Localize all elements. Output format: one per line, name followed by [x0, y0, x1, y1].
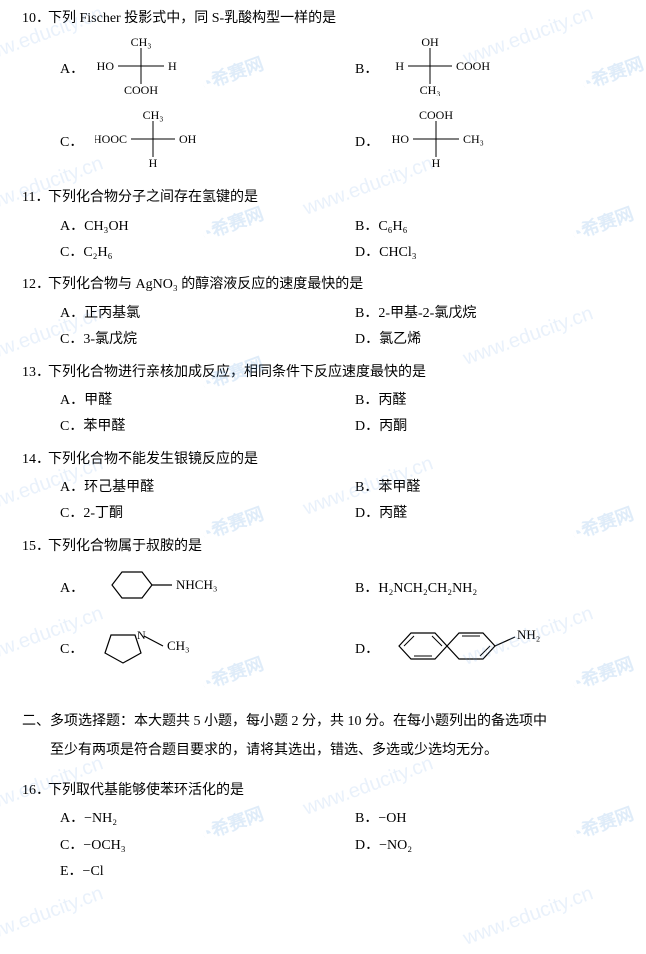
option-a: A．环己基甲醛	[60, 477, 355, 499]
svg-text:OH: OH	[179, 132, 197, 146]
option-d-label: D．	[355, 132, 379, 154]
option-d: D．氯乙烯	[355, 329, 624, 351]
q-text: 下列 Fischer 投影式中，同 S-乳酸构型一样的是	[48, 11, 336, 26]
option-a: A．−NH₂	[60, 808, 355, 830]
option-b: B．2-甲基-2-氯戊烷	[355, 303, 624, 325]
structure-a: NHCH₃	[94, 564, 234, 614]
section-line1: 二、多项选择题：本大题共 5 小题，每小题 2 分，共 10 分。在每小题列出的…	[22, 707, 624, 736]
option-d: D．CHCl₃	[355, 242, 624, 264]
option-c: C．3-氯戊烷	[60, 329, 355, 351]
svg-text:CH₃: CH₃	[143, 109, 164, 122]
q-text: 下列化合物进行亲核加成反应，相同条件下反应速度最快的是	[48, 365, 426, 380]
svg-text:N: N	[137, 628, 146, 642]
svg-text:CH₃: CH₃	[131, 36, 152, 49]
fischer-c: CH₃ HOOC OH H	[95, 109, 205, 177]
fischer-b: OH H COOH CH₃	[390, 36, 490, 104]
q-number: 11．	[22, 187, 48, 209]
structure-d: NH₂	[389, 623, 559, 677]
structure-c: N CH₃	[93, 625, 213, 675]
svg-text:COOH: COOH	[419, 109, 453, 122]
option-d: D．丙酮	[355, 416, 624, 438]
option-a-label: A．	[60, 578, 84, 600]
option-d: D．丙醛	[355, 503, 624, 525]
svg-text:CH₃: CH₃	[167, 638, 190, 653]
option-a-label: A．	[60, 59, 84, 81]
question-12: 12．下列化合物与 AgNO₃ 的醇溶液反应的速度最快的是 A．正丙基氯 B．2…	[22, 274, 624, 351]
svg-text:HOOC: HOOC	[95, 132, 127, 146]
option-e: E．−Cl	[60, 861, 355, 883]
q-text: 下列取代基能够使苯环活化的是	[48, 783, 244, 798]
question-16: 16．下列取代基能够使苯环活化的是 A．−NH₂ B．−OH C．−OCH₃ D…	[22, 780, 624, 884]
fischer-a: CH₃ HO H COOH	[96, 36, 186, 104]
svg-text:H: H	[432, 156, 441, 169]
svg-text:HO: HO	[97, 59, 115, 73]
svg-text:CH₃: CH₃	[463, 132, 484, 146]
option-c-label: C．	[60, 132, 83, 154]
option-a: A．正丙基氯	[60, 303, 355, 325]
option-a: A．甲醛	[60, 390, 355, 412]
q-number: 14．	[22, 449, 48, 471]
option-c: C．苯甲醛	[60, 416, 355, 438]
option-c: C．C₂H₆	[60, 242, 355, 264]
svg-text:H: H	[149, 156, 158, 169]
svg-text:CH₃: CH₃	[420, 83, 441, 96]
option-a: A．CH₃OH	[60, 216, 355, 238]
option-b: B．丙醛	[355, 390, 624, 412]
option-b: B．H₂NCH₂CH₂NH₂	[355, 578, 477, 600]
q-text: 下列化合物不能发生银镜反应的是	[48, 452, 258, 467]
option-c: C．−OCH₃	[60, 835, 355, 857]
option-c-label: C．	[60, 639, 83, 661]
q-number: 13．	[22, 362, 48, 384]
q-number: 16．	[22, 780, 48, 802]
option-b: B．苯甲醛	[355, 477, 624, 499]
option-c: C．2-丁酮	[60, 503, 355, 525]
svg-text:COOH: COOH	[124, 83, 158, 96]
q-number: 15．	[22, 536, 48, 558]
svg-text:NHCH₃: NHCH₃	[176, 577, 217, 592]
question-14: 14．下列化合物不能发生银镜反应的是 A．环己基甲醛 B．苯甲醛 C．2-丁酮 …	[22, 449, 624, 526]
fischer-d: COOH HO CH₃ H	[391, 109, 491, 177]
svg-text:HO: HO	[392, 132, 410, 146]
q-text: 下列化合物与 AgNO₃ 的醇溶液反应的速度最快的是	[48, 277, 363, 292]
option-d: D．−NO₂	[355, 835, 624, 857]
section-line2: 至少有两项是符合题目要求的，请将其选出，错选、多选或少选均无分。	[22, 736, 624, 765]
question-10: 10．下列 Fischer 投影式中，同 S-乳酸构型一样的是 A． CH₃ H…	[22, 8, 624, 177]
q-text: 下列化合物分子之间存在氢键的是	[48, 190, 258, 205]
option-b-label: B．	[355, 59, 378, 81]
svg-text:COOH: COOH	[456, 59, 490, 73]
svg-text:H: H	[396, 59, 405, 73]
svg-text:NH₂: NH₂	[517, 627, 540, 642]
option-d-label: D．	[355, 639, 379, 661]
option-b: B．C₆H₆	[355, 216, 624, 238]
section-2-header: 二、多项选择题：本大题共 5 小题，每小题 2 分，共 10 分。在每小题列出的…	[22, 707, 624, 766]
option-b: B．−OH	[355, 808, 624, 830]
question-11: 11．下列化合物分子之间存在氢键的是 A．CH₃OH B．C₆H₆ C．C₂H₆…	[22, 187, 624, 264]
svg-text:H: H	[168, 59, 177, 73]
question-13: 13．下列化合物进行亲核加成反应，相同条件下反应速度最快的是 A．甲醛 B．丙醛…	[22, 362, 624, 439]
q-number: 12．	[22, 274, 48, 296]
svg-text:OH: OH	[422, 36, 440, 49]
q-text: 下列化合物属于叔胺的是	[48, 539, 202, 554]
question-15: 15．下列化合物属于叔胺的是 A． NHCH₃ B．H₂NCH₂CH₂NH₂ C…	[22, 536, 624, 677]
q-number: 10．	[22, 8, 48, 30]
